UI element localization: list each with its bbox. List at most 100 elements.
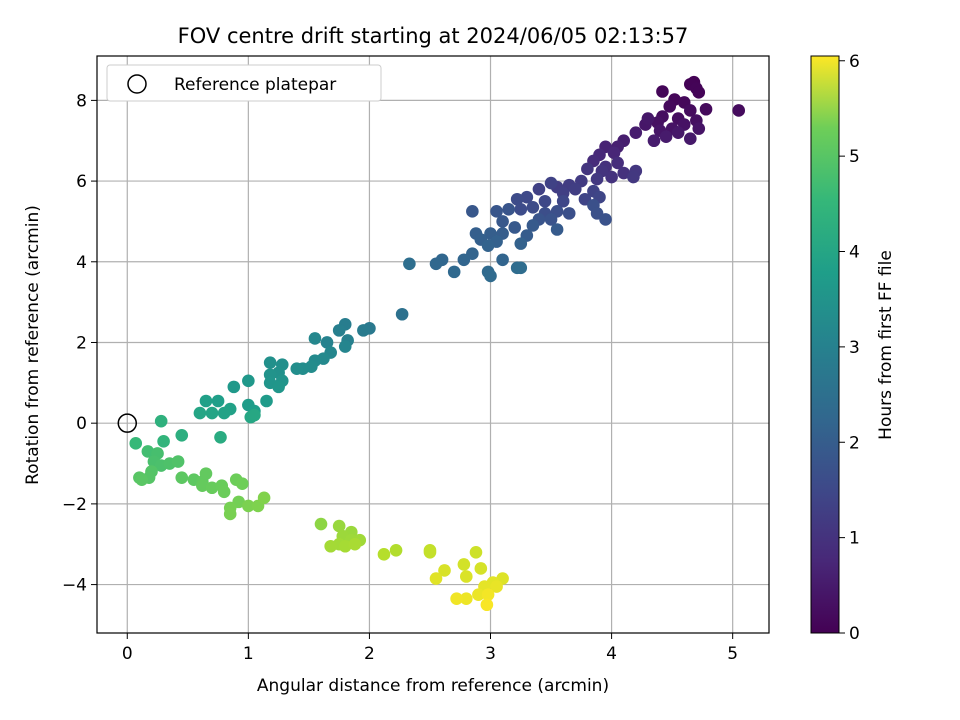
data-point bbox=[242, 374, 255, 388]
data-point bbox=[481, 588, 495, 601]
data-point bbox=[526, 201, 540, 214]
data-point bbox=[481, 239, 495, 252]
x-axis-label: Angular distance from reference (arcmin) bbox=[257, 676, 609, 696]
data-point bbox=[248, 408, 261, 422]
data-point bbox=[544, 176, 558, 190]
data-point bbox=[496, 253, 509, 267]
grid-lines bbox=[97, 56, 769, 633]
data-point bbox=[496, 215, 509, 228]
y-tick-label: −2 bbox=[62, 495, 87, 515]
data-point bbox=[429, 572, 443, 585]
data-point bbox=[272, 380, 285, 394]
data-point bbox=[450, 592, 463, 606]
data-point bbox=[217, 406, 231, 420]
data-point bbox=[227, 380, 241, 394]
data-point bbox=[129, 437, 143, 450]
data-point bbox=[290, 362, 304, 376]
data-point bbox=[480, 598, 494, 612]
legend-entry-reference: Reference platepar bbox=[174, 75, 336, 95]
data-point bbox=[314, 517, 328, 531]
data-point bbox=[520, 190, 534, 204]
data-point bbox=[617, 166, 631, 180]
chart-title: FOV centre drift starting at 2024/06/05 … bbox=[178, 24, 689, 48]
x-tick-label: 4 bbox=[606, 644, 617, 664]
data-point bbox=[581, 162, 594, 176]
data-point bbox=[562, 207, 576, 220]
data-point bbox=[242, 499, 255, 513]
data-point bbox=[514, 237, 528, 250]
y-tick-label: −4 bbox=[62, 576, 87, 596]
x-tick-label: 5 bbox=[727, 644, 738, 664]
y-tick-label: 4 bbox=[76, 253, 87, 273]
colorbar-tick-label: 3 bbox=[849, 338, 860, 358]
colorbar-gradient bbox=[810, 55, 840, 634]
data-point bbox=[699, 102, 713, 116]
data-point bbox=[459, 570, 473, 583]
data-point bbox=[538, 194, 552, 208]
data-points bbox=[129, 75, 746, 612]
data-point bbox=[214, 431, 227, 444]
data-point bbox=[627, 170, 640, 184]
data-point bbox=[338, 539, 352, 553]
data-point bbox=[469, 546, 483, 559]
x-tick-label: 1 bbox=[243, 644, 254, 664]
data-point bbox=[157, 435, 170, 448]
data-point bbox=[395, 307, 409, 321]
data-point bbox=[459, 592, 473, 606]
y-axis-ticks: −4 −2 0 2 4 6 8 bbox=[62, 91, 97, 596]
data-point bbox=[263, 356, 277, 369]
data-point bbox=[484, 269, 497, 283]
data-point bbox=[568, 182, 582, 196]
x-tick-label: 0 bbox=[122, 644, 133, 664]
x-tick-label: 2 bbox=[364, 644, 375, 664]
x-axis-ticks: 0 1 2 3 4 5 bbox=[122, 633, 738, 664]
data-point bbox=[683, 104, 697, 117]
data-point bbox=[490, 205, 503, 218]
data-point bbox=[171, 455, 185, 468]
data-point bbox=[235, 477, 249, 491]
data-point bbox=[599, 213, 612, 226]
data-point bbox=[205, 481, 219, 495]
data-point bbox=[490, 580, 503, 593]
data-point bbox=[338, 340, 352, 353]
colorbar-label: Hours from first FF file bbox=[876, 250, 896, 440]
colorbar-tick-label: 4 bbox=[849, 243, 860, 263]
data-point bbox=[647, 134, 661, 148]
colorbar-tick-label: 2 bbox=[849, 433, 860, 453]
data-point bbox=[332, 519, 346, 533]
colorbar-ticks: 0 1 2 3 4 5 6 bbox=[839, 52, 860, 644]
data-point bbox=[423, 546, 437, 559]
data-point bbox=[357, 324, 370, 337]
data-point bbox=[377, 548, 391, 561]
data-point bbox=[472, 588, 485, 601]
data-point bbox=[135, 473, 149, 486]
data-point bbox=[403, 257, 416, 271]
data-point bbox=[211, 394, 225, 408]
data-point bbox=[260, 394, 273, 408]
data-point bbox=[532, 182, 546, 196]
data-point bbox=[438, 564, 451, 577]
x-tick-label: 3 bbox=[485, 644, 496, 664]
legend: Reference platepar bbox=[106, 64, 382, 102]
data-point bbox=[671, 126, 685, 139]
legend-box bbox=[106, 64, 382, 102]
data-point bbox=[205, 406, 219, 420]
data-point bbox=[257, 491, 271, 505]
data-point bbox=[510, 192, 524, 206]
colorbar: 0 1 2 3 4 5 6 Hours from first FF file bbox=[810, 52, 896, 644]
data-point bbox=[217, 485, 231, 499]
colorbar-tick-label: 1 bbox=[849, 529, 860, 549]
colorbar-tick-label: 5 bbox=[849, 147, 860, 167]
data-point bbox=[611, 156, 624, 170]
data-point bbox=[175, 428, 189, 442]
data-point bbox=[629, 126, 643, 139]
data-point bbox=[607, 146, 621, 160]
y-tick-label: 6 bbox=[76, 172, 87, 192]
data-point bbox=[605, 170, 618, 184]
data-point bbox=[389, 543, 403, 557]
data-point bbox=[154, 414, 168, 428]
data-point bbox=[474, 562, 488, 575]
colorbar-tick-label: 6 bbox=[849, 52, 860, 72]
plot-frame bbox=[96, 55, 770, 634]
